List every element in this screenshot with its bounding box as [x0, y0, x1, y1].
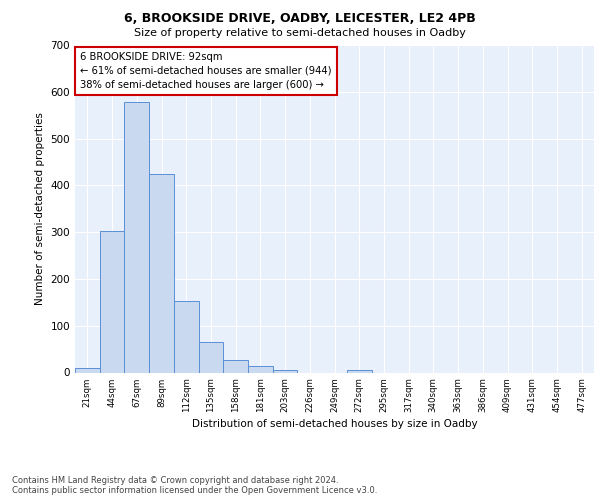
Bar: [100, 231, 124, 372]
Bar: [149, 174, 174, 372]
Bar: [174, 302, 199, 372]
Bar: [248, 366, 273, 372]
Bar: [75, 368, 100, 372]
Bar: [199, 342, 223, 372]
Bar: [124, 102, 149, 372]
Y-axis label: Number of semi-detached properties: Number of semi-detached properties: [35, 112, 45, 305]
Bar: [273, 370, 298, 372]
Bar: [347, 370, 371, 372]
Text: Contains HM Land Registry data © Crown copyright and database right 2024.
Contai: Contains HM Land Registry data © Crown c…: [12, 476, 377, 495]
Bar: [223, 360, 248, 372]
Text: Size of property relative to semi-detached houses in Oadby: Size of property relative to semi-detach…: [134, 28, 466, 38]
Text: 6 BROOKSIDE DRIVE: 92sqm
← 61% of semi-detached houses are smaller (944)
38% of : 6 BROOKSIDE DRIVE: 92sqm ← 61% of semi-d…: [80, 52, 332, 90]
X-axis label: Distribution of semi-detached houses by size in Oadby: Distribution of semi-detached houses by …: [191, 419, 478, 429]
Text: 6, BROOKSIDE DRIVE, OADBY, LEICESTER, LE2 4PB: 6, BROOKSIDE DRIVE, OADBY, LEICESTER, LE…: [124, 12, 476, 26]
